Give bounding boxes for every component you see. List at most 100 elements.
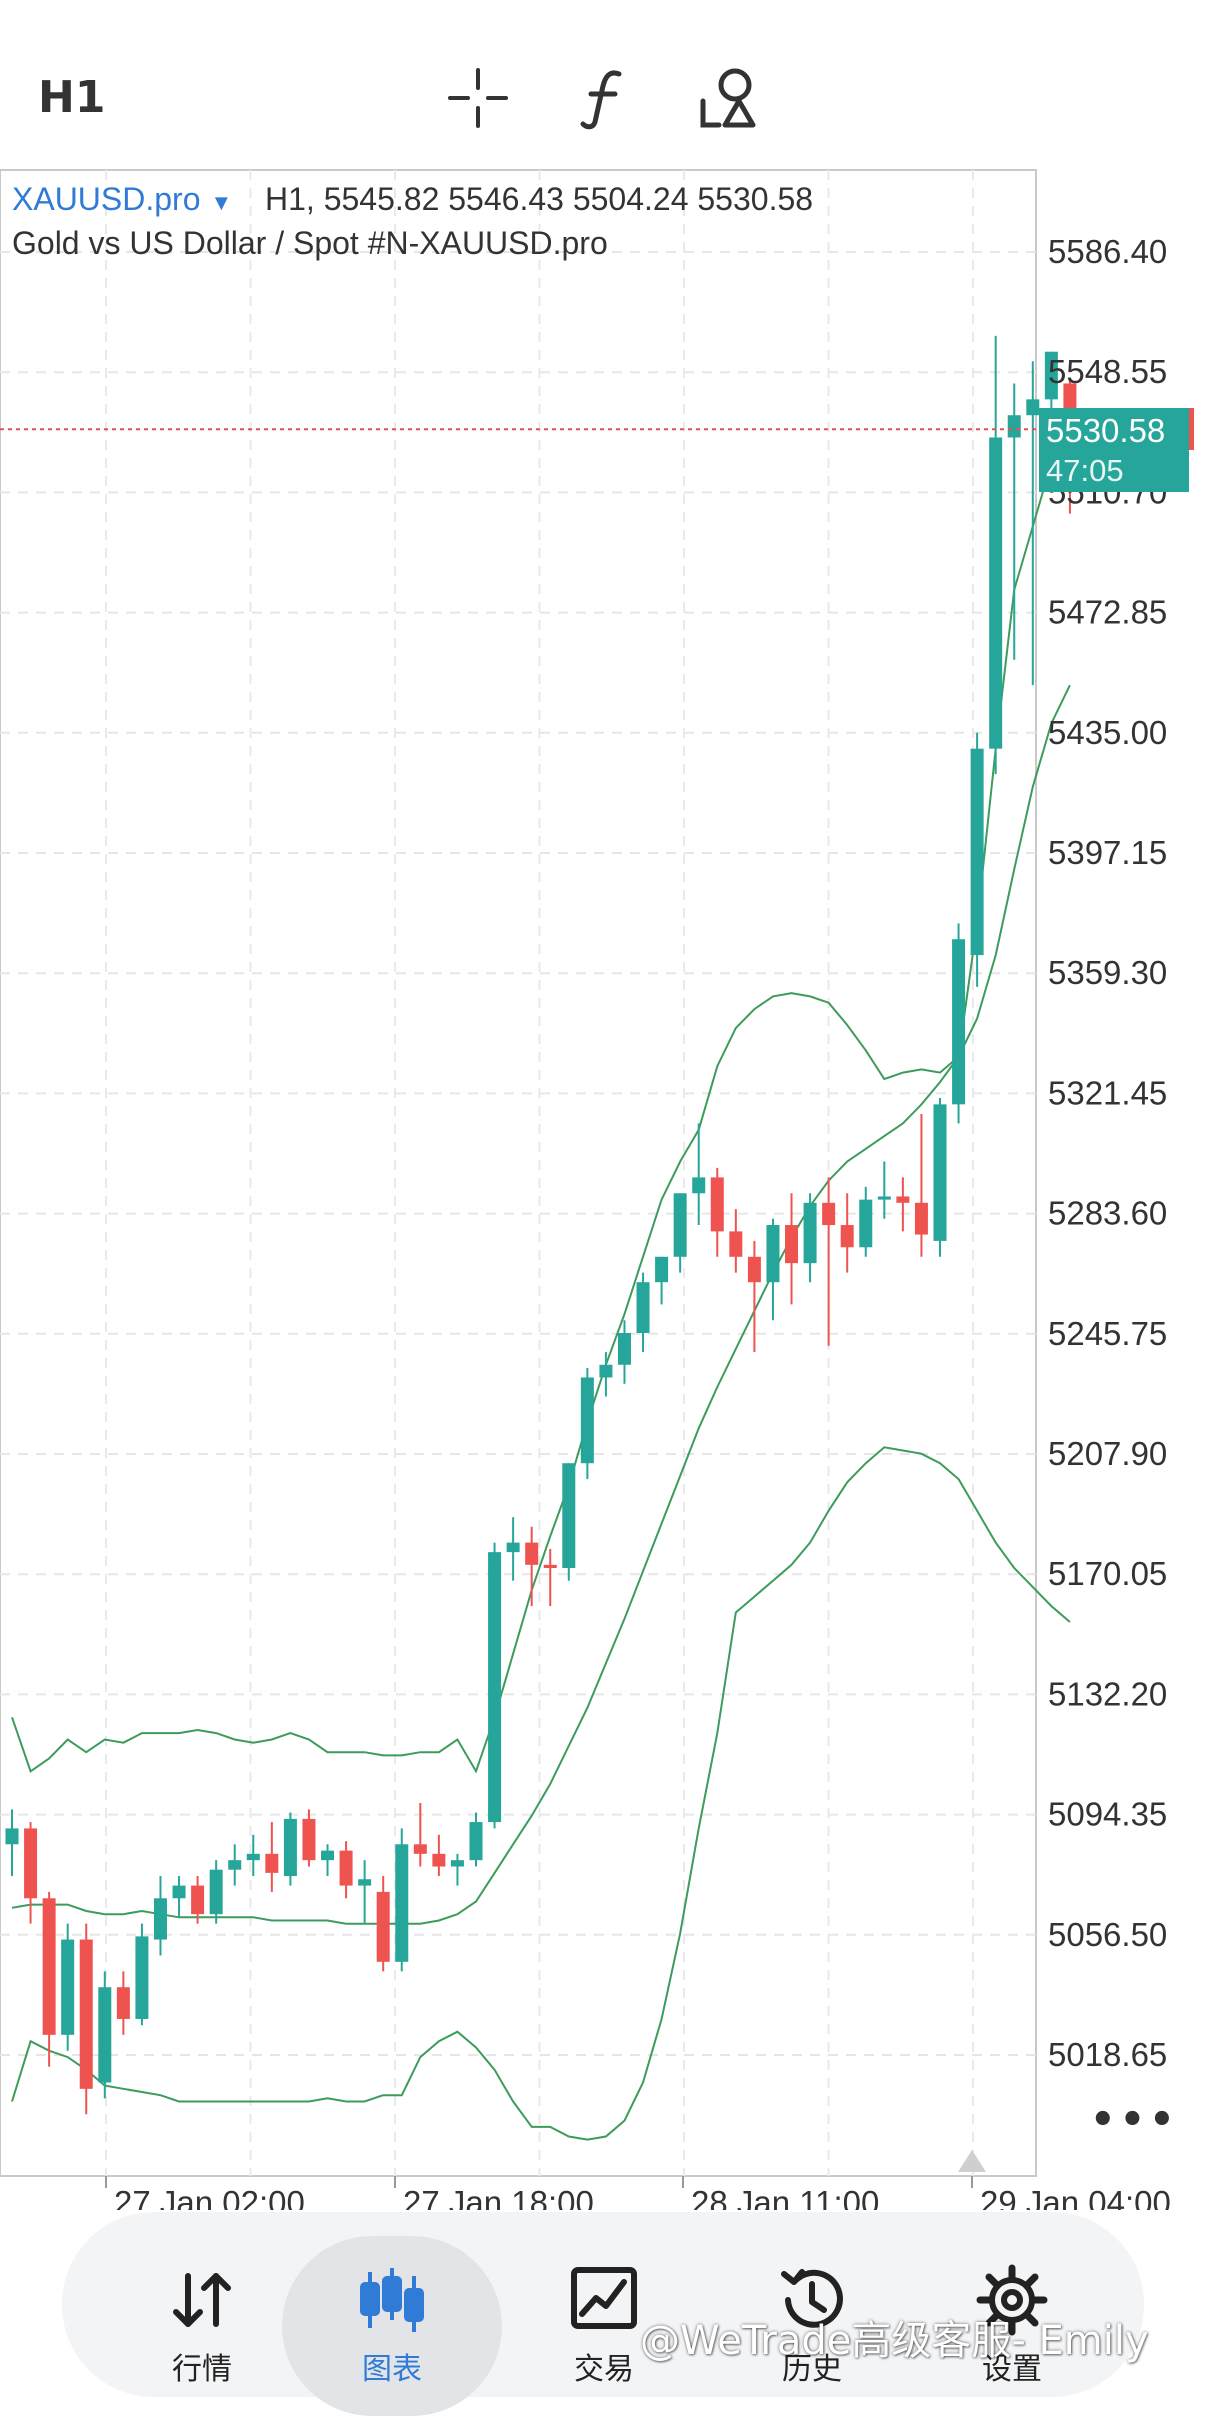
nav-trade[interactable]: 交易: [494, 2212, 714, 2397]
candle-body: [914, 1202, 928, 1235]
candle: [209, 1860, 223, 1924]
bar-countdown: 47:05: [1046, 453, 1124, 488]
y-tick-label: 5359.30: [1048, 954, 1167, 991]
candle-body: [376, 1891, 390, 1962]
candle-body: [135, 1936, 149, 2019]
candle-body: [450, 1860, 464, 1867]
settings-gear-icon: [976, 2264, 1048, 2336]
candle: [543, 1548, 557, 1607]
top-toolbar: H1: [0, 0, 1206, 165]
candle: [116, 1971, 130, 2035]
scroll-to-end-marker[interactable]: [958, 2150, 986, 2172]
candle-body: [1026, 399, 1040, 416]
candle-body: [525, 1542, 539, 1565]
nav-label: 设置: [982, 2352, 1042, 2387]
candle: [989, 335, 1003, 775]
candle-body: [42, 1898, 56, 2035]
candle-body: [432, 1853, 446, 1867]
price-chart[interactable]: 5586.405548.555510.705472.855435.005397.…: [0, 0, 1206, 2210]
drawing-objects-icon[interactable]: [690, 58, 770, 138]
candle-body: [488, 1552, 502, 1823]
y-tick-label: 5472.85: [1048, 594, 1167, 631]
candle: [859, 1186, 873, 1257]
y-tick-label: 5207.90: [1048, 1435, 1167, 1472]
candle-body: [116, 1987, 130, 2019]
candle-body: [98, 1987, 112, 2083]
candle-body: [617, 1333, 631, 1365]
y-tick-label: 5548.55: [1048, 353, 1167, 390]
candle-body: [692, 1177, 706, 1194]
candle-body: [209, 1869, 223, 1915]
history-clock-icon: [781, 2269, 843, 2328]
candle: [376, 1876, 390, 1972]
candle-body: [989, 437, 1003, 749]
current-price-tag: 5530.58 47:05: [1039, 408, 1194, 492]
timeframe-button[interactable]: H1: [38, 72, 106, 123]
candle: [469, 1812, 483, 1867]
candle: [191, 1876, 205, 1924]
candle-body: [710, 1177, 724, 1232]
candle: [339, 1841, 353, 1899]
candle: [525, 1526, 539, 1607]
symbol-name[interactable]: XAUUSD.pro ▼: [12, 181, 232, 217]
y-tick-label: 5283.60: [1048, 1195, 1167, 1232]
symbol-description: Gold vs US Dollar / Spot #N-XAUUSD.pro: [12, 225, 608, 261]
candle: [766, 1218, 780, 1321]
candles: [5, 335, 1077, 2115]
candle: [1007, 383, 1021, 660]
candle-body: [228, 1860, 242, 1870]
candle: [599, 1352, 613, 1397]
candle: [580, 1367, 594, 1480]
more-options-button[interactable]: •••: [1090, 2097, 1179, 2143]
candle: [952, 923, 966, 1124]
candle: [617, 1320, 631, 1384]
candle-body: [729, 1231, 743, 1257]
nav-settings[interactable]: 设置: [902, 2212, 1122, 2397]
time-axis[interactable]: 27 Jan 02:00 27 Jan 18:00 28 Jan 11:00 29 J…: [105, 2176, 1171, 2210]
y-tick-label: 5321.45: [1048, 1074, 1167, 1111]
candle: [506, 1517, 520, 1581]
candle: [321, 1844, 335, 1877]
candle-body: [877, 1196, 891, 1200]
candle-body: [636, 1282, 650, 1334]
chart-candles-icon: [360, 2268, 424, 2332]
indicator-f-icon[interactable]: [565, 58, 645, 138]
candle-body: [673, 1193, 687, 1257]
candle: [970, 732, 984, 987]
candle: [135, 1923, 149, 2026]
candle-body: [358, 1879, 372, 1886]
candle-body: [246, 1853, 260, 1861]
nav-quotes[interactable]: 行情: [92, 2212, 312, 2397]
x-tick-label: 29 Jan 04:00: [980, 2184, 1171, 2210]
nav-history[interactable]: 历史: [702, 2212, 922, 2397]
candle-body: [859, 1199, 873, 1248]
candle: [896, 1177, 910, 1232]
y-tick-label: 5435.00: [1048, 714, 1167, 751]
band-lower: [11, 1446, 1071, 2141]
candle-body: [469, 1822, 483, 1861]
candle: [673, 1193, 687, 1273]
band-upper: [11, 399, 1071, 1774]
nav-chart[interactable]: 图表: [282, 2212, 502, 2416]
y-tick-label: 5132.20: [1048, 1675, 1167, 1712]
nav-label: 历史: [782, 2352, 842, 2387]
candle: [562, 1463, 576, 1581]
candle-body: [803, 1202, 817, 1264]
candle-body: [766, 1225, 780, 1283]
candle: [636, 1272, 650, 1353]
candle-body: [191, 1885, 205, 1915]
price-axis[interactable]: 5586.405548.555510.705472.855435.005397.…: [1048, 233, 1167, 2073]
candle: [803, 1193, 817, 1283]
candle: [692, 1123, 706, 1226]
x-tick-label: 28 Jan 11:00: [691, 2184, 879, 2210]
candle: [24, 1822, 38, 1924]
candle-body: [822, 1202, 836, 1226]
y-tick-label: 5245.75: [1048, 1315, 1167, 1352]
candle-body: [283, 1818, 297, 1877]
candle-body: [840, 1225, 854, 1248]
candle-body: [543, 1564, 557, 1569]
candle: [1026, 361, 1040, 686]
quotes-arrows-icon: [173, 2273, 231, 2327]
crosshair-icon[interactable]: [438, 58, 518, 138]
ohlc-header: H1, 5545.82 5546.43 5504.24 5530.58: [265, 181, 813, 217]
